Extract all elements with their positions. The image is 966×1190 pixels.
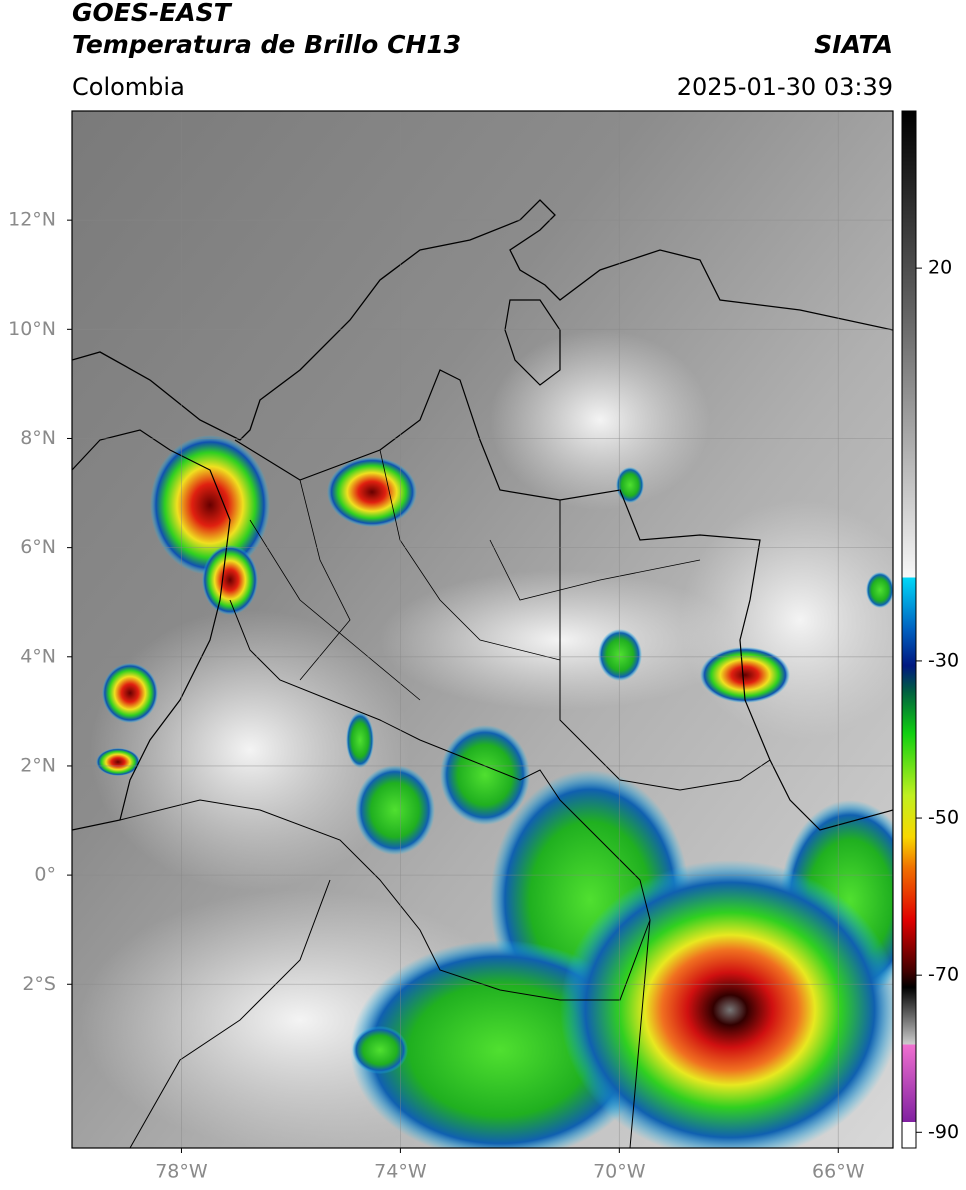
- y-tick-label: 6°N: [20, 536, 56, 558]
- x-tick-label: 74°W: [374, 1161, 427, 1183]
- region: Colombia: [72, 73, 185, 101]
- title: Temperatura de Brillo CH13: [72, 30, 461, 59]
- y-tick-label: 4°N: [20, 645, 56, 667]
- satellite-image: [72, 111, 893, 1148]
- source: SIATA: [814, 30, 893, 59]
- y-tick-label: 2°N: [20, 754, 56, 776]
- colorbar-tick-label: -30: [928, 649, 959, 671]
- y-tick-label: 8°N: [20, 427, 56, 449]
- colorbar-tick-label: -70: [928, 964, 959, 986]
- x-tick-label: 70°W: [593, 1161, 646, 1183]
- datetime: 2025-01-30 03:39: [677, 73, 893, 101]
- colorbar: [901, 110, 917, 1149]
- y-tick-label: 2°S: [22, 973, 56, 995]
- y-tick-label: 0°: [34, 864, 56, 886]
- y-tick-label: 12°N: [8, 209, 56, 231]
- map-frame: [71, 110, 894, 1149]
- colorbar-tick-label: -50: [928, 807, 959, 829]
- x-tick-label: 66°W: [812, 1161, 865, 1183]
- y-tick-label: 10°N: [8, 318, 56, 340]
- x-tick-label: 78°W: [155, 1161, 208, 1183]
- graticule: [72, 111, 893, 1148]
- title: GOES-EAST: [72, 0, 233, 27]
- colorbar-tick-label: 20: [928, 257, 952, 279]
- colorbar-tick-label: -90: [928, 1121, 959, 1143]
